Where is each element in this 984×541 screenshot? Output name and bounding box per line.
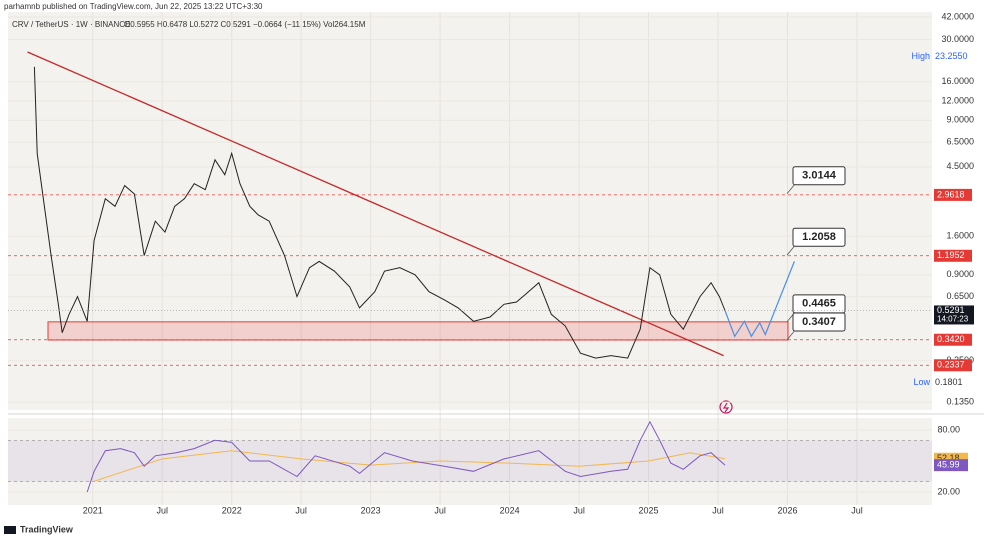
callout-box [792, 227, 846, 247]
trendline [27, 51, 724, 357]
y-tick-label: 0.1350 [946, 396, 974, 406]
x-tick-label: 2025 [639, 505, 659, 515]
rsi-label: 45.99 [937, 460, 960, 470]
level-label: 1.1952 [937, 250, 965, 260]
y-tick-label: 16.0000 [941, 76, 974, 86]
level-tag [934, 333, 972, 346]
y-tick-label: 80.00 [937, 424, 960, 434]
x-tick-label: 2021 [83, 505, 103, 515]
callout-label: 1.2058 [802, 231, 836, 243]
publisher: parhamnb published on TradingView.com, J… [4, 2, 263, 11]
rsi-ma [92, 450, 726, 483]
callout-box [792, 312, 846, 332]
y-tick-label: 4.5000 [946, 161, 974, 171]
logo [4, 526, 16, 534]
x-tick-label: 2023 [361, 505, 381, 515]
x-tick-label: Jul [712, 505, 724, 515]
y-tick-label: 20.00 [937, 486, 960, 496]
countdown: 14:07:23 [937, 315, 969, 324]
x-tick-label: Jul [573, 505, 585, 515]
rsi-band [8, 440, 932, 482]
y-tick-label: 42.0000 [941, 11, 974, 21]
symbol: CRV / TetherUS · 1W · BINANCE [12, 20, 130, 29]
high-value: 23.2550 [935, 51, 968, 61]
y-tick-label: 9.0000 [946, 115, 974, 125]
rsi-line [86, 420, 726, 493]
level-tag [934, 249, 972, 262]
x-tick-label: 2022 [222, 505, 242, 515]
ohlc: O0.5955 H0.6478 L0.5272 C0.5291 −0.0664 … [124, 20, 366, 29]
x-tick-label: 2024 [500, 505, 520, 515]
y-tick-label: 12.0000 [941, 95, 974, 105]
low-label: Low [913, 377, 930, 387]
rsi-tag [934, 459, 968, 472]
price-panel [8, 12, 932, 410]
x-tick-label: Jul [851, 505, 863, 515]
callout-label: 3.0144 [802, 170, 837, 182]
alert-icon [719, 400, 733, 414]
y-tick-label: 30.0000 [941, 34, 974, 44]
rsi-ma-label: 52.18 [937, 453, 960, 463]
alert-bolt [722, 402, 730, 413]
level-label: 0.2337 [937, 360, 965, 370]
high-label: High [911, 51, 930, 61]
y-tick-label: 0.6500 [946, 291, 974, 301]
callout-label: 0.4465 [802, 298, 836, 310]
level-tag [934, 188, 972, 201]
price-tag-label: 0.5291 [937, 305, 965, 315]
price-line [33, 66, 726, 359]
x-tick-label: Jul [434, 505, 446, 515]
projection [724, 261, 795, 338]
level-label: 2.9618 [937, 189, 965, 199]
callout-box [792, 166, 846, 186]
support-zone [47, 321, 789, 341]
x-tick-label: Jul [295, 505, 307, 515]
price-tag [934, 305, 974, 325]
level-tag [934, 359, 972, 372]
level-label: 0.3420 [937, 334, 965, 344]
low-value: 0.1801 [935, 377, 963, 387]
x-tick-label: Jul [156, 505, 168, 515]
brand: TradingView [20, 524, 74, 534]
y-tick-label: 6.5000 [946, 137, 974, 147]
y-tick-label: 1.6000 [946, 231, 974, 241]
y-tick-label: 0.9000 [946, 269, 974, 279]
x-tick-label: 2026 [777, 505, 797, 515]
callout-label: 0.3407 [802, 316, 836, 328]
